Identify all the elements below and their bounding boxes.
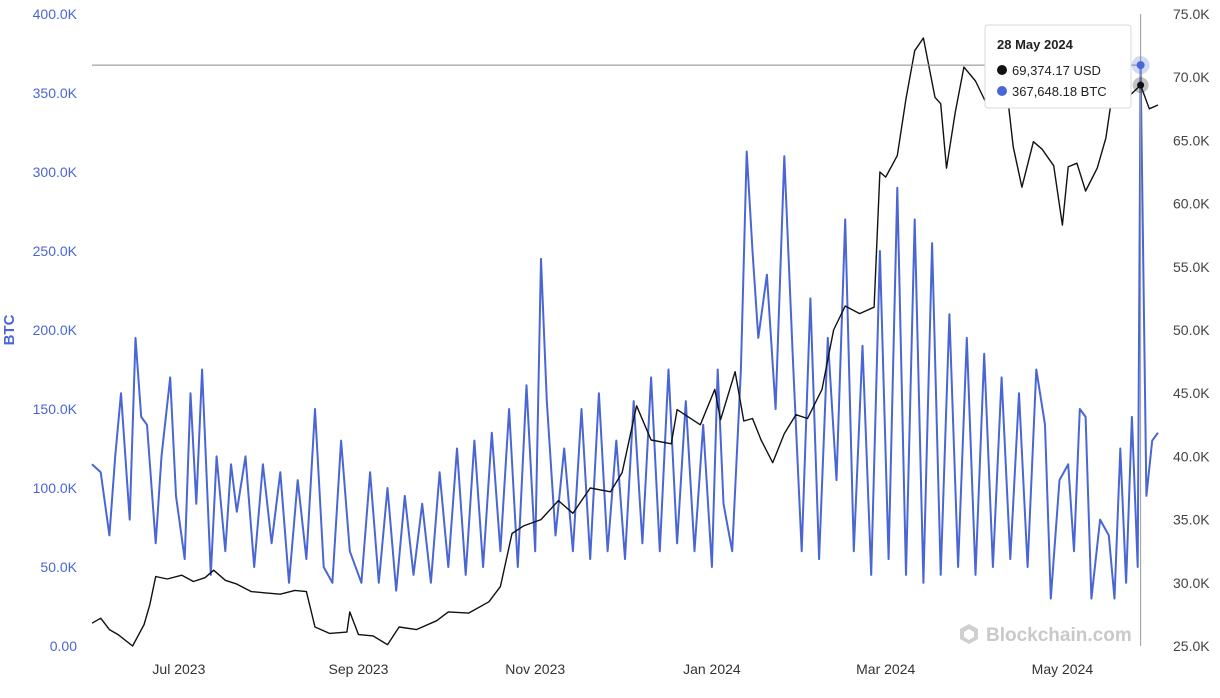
right-axis-ticks: 25.0K 30.0K 35.0K 40.0K 45.0K 50.0K 55.0K 60.0K… (1173, 6, 1210, 654)
left-tick-label: 150.0K (33, 401, 78, 417)
series-layer (91, 37, 1159, 647)
btc-hover-point (1136, 61, 1145, 70)
x-axis-ticks: Jul 2023 Sep 2023 Nov 2023 Jan 2024 Mar 2024… (152, 661, 1093, 677)
btc-volume-line (91, 64, 1159, 600)
right-tick-label: 55.0K (1173, 259, 1210, 275)
left-tick-label: 100.0K (33, 480, 78, 496)
right-tick-label: 45.0K (1173, 385, 1210, 401)
left-axis-ticks: 0.00 50.0K 100.0K 150.0K 200.0K 250.0K 300.0K 3… (33, 6, 78, 654)
left-tick-label: 50.0K (40, 559, 77, 575)
left-axis-label: BTC (1, 314, 18, 345)
tooltip: 28 May 2024 69,374.17 USD 367,648.18 BTC (984, 24, 1132, 109)
tooltip-usd-dot (997, 65, 1007, 75)
right-tick-label: 25.0K (1173, 638, 1210, 654)
tooltip-title: 28 May 2024 (997, 37, 1074, 52)
x-tick-label: May 2024 (1032, 661, 1094, 677)
x-tick-label: Jan 2024 (683, 661, 741, 677)
left-tick-label: 300.0K (33, 164, 78, 180)
right-tick-label: 50.0K (1173, 322, 1210, 338)
left-tick-label: 0.00 (50, 638, 77, 654)
left-tick-label: 400.0K (33, 6, 78, 22)
left-tick-label: 250.0K (33, 243, 78, 259)
usd-hover-point (1137, 81, 1145, 89)
left-tick-label: 200.0K (33, 322, 78, 338)
usd-price-line (91, 37, 1159, 647)
tooltip-btc-value: 367,648.18 BTC (1012, 84, 1107, 99)
watermark-text: Blockchain.com (986, 625, 1132, 646)
right-tick-label: 35.0K (1173, 512, 1210, 528)
right-tick-label: 30.0K (1173, 575, 1210, 591)
blockchain-logo-icon (960, 624, 978, 644)
right-tick-label: 75.0K (1173, 6, 1210, 22)
right-tick-label: 70.0K (1173, 69, 1210, 85)
right-tick-label: 40.0K (1173, 448, 1210, 464)
x-tick-label: Sep 2023 (329, 661, 389, 677)
x-tick-label: Mar 2024 (856, 661, 915, 677)
tooltip-usd-value: 69,374.17 USD (1012, 63, 1101, 78)
tooltip-box (984, 24, 1132, 109)
right-tick-label: 65.0K (1173, 132, 1210, 148)
x-tick-label: Nov 2023 (505, 661, 565, 677)
right-tick-label: 60.0K (1173, 196, 1210, 212)
x-tick-label: Jul 2023 (152, 661, 205, 677)
tooltip-btc-dot (997, 86, 1007, 96)
left-tick-label: 350.0K (33, 85, 78, 101)
hover-layer (92, 14, 1150, 646)
watermark: Blockchain.com (960, 624, 1132, 646)
